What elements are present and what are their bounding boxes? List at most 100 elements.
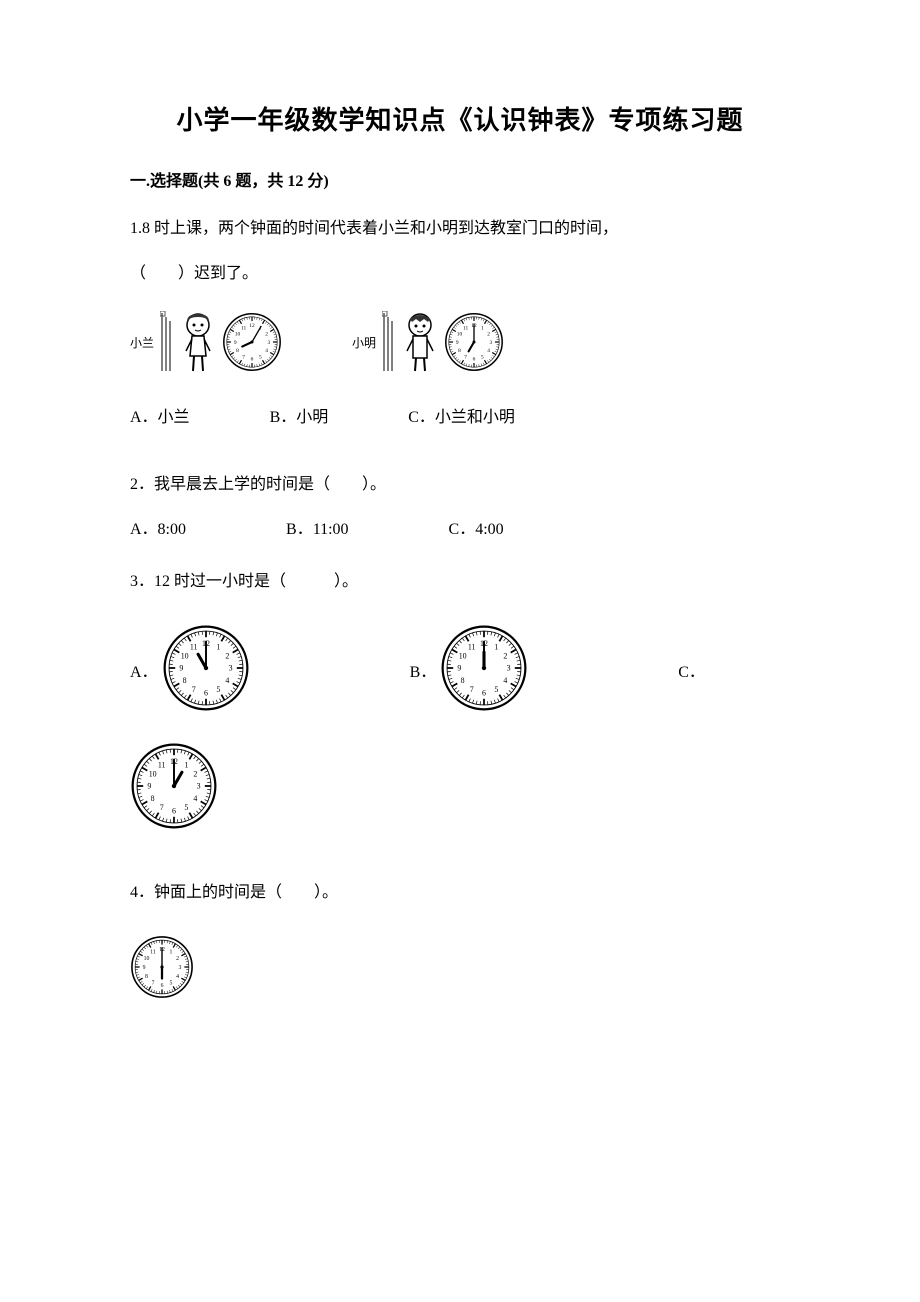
q1-group-xiaoming: 小明 bbox=[352, 311, 504, 373]
svg-text:7: 7 bbox=[470, 685, 474, 694]
clock-icon: 123456789101112 bbox=[222, 312, 282, 372]
svg-text:9: 9 bbox=[143, 965, 146, 971]
svg-text:11: 11 bbox=[158, 760, 166, 769]
svg-text:1: 1 bbox=[216, 642, 220, 651]
svg-text:6: 6 bbox=[204, 688, 208, 697]
svg-text:4: 4 bbox=[487, 349, 490, 355]
svg-text:8: 8 bbox=[461, 676, 465, 685]
svg-text:9: 9 bbox=[458, 663, 462, 672]
svg-text:9: 9 bbox=[147, 781, 151, 790]
q3-letter-c: C． bbox=[678, 658, 705, 712]
q3-option-b: B． 123456789101112 bbox=[410, 624, 529, 712]
q1-group-xiaolan: 小兰 bbox=[130, 311, 282, 373]
q3-options: A． 123456789101112 B． 123456789101112 C．… bbox=[130, 624, 790, 835]
clock-icon: 123456789101112 bbox=[130, 935, 194, 999]
q4-text: 4．钟面上的时间是（ ）。 bbox=[130, 875, 790, 910]
svg-text:11: 11 bbox=[241, 326, 246, 332]
question-4: 4．钟面上的时间是（ ）。 123456789101112 bbox=[130, 875, 790, 1004]
q3-option-c: C． bbox=[678, 658, 705, 712]
q1-text-line1: 1.8 时上课，两个钟面的时间代表着小兰和小明到达教室门口的时间， bbox=[130, 211, 790, 246]
page-title: 小学一年级数学知识点《认识钟表》专项练习题 bbox=[130, 100, 790, 137]
clock-icon: 123456789101112 bbox=[162, 624, 250, 712]
svg-text:9: 9 bbox=[456, 340, 459, 346]
q1-option-a: A．小兰 bbox=[130, 403, 190, 427]
q1-text-line2: （ ）迟到了。 bbox=[130, 256, 790, 291]
door-icon bbox=[382, 311, 396, 373]
q3-option-a: A． 123456789101112 bbox=[130, 624, 250, 712]
svg-text:7: 7 bbox=[464, 355, 467, 361]
svg-text:2: 2 bbox=[225, 651, 229, 660]
q3-letter-a: A． bbox=[130, 658, 158, 712]
q2-text: 2．我早晨去上学的时间是（ ）。 bbox=[130, 467, 790, 502]
svg-text:3: 3 bbox=[489, 340, 492, 346]
q2-option-b: B．11:00 bbox=[286, 515, 349, 539]
q2-option-a: A．8:00 bbox=[130, 515, 186, 539]
section-header: 一.选择题(共 6 题，共 12 分) bbox=[130, 167, 790, 191]
svg-text:6: 6 bbox=[172, 806, 176, 815]
svg-text:10: 10 bbox=[149, 769, 157, 778]
girl-icon bbox=[180, 311, 216, 373]
svg-text:2: 2 bbox=[193, 769, 197, 778]
q1-label-xiaoming: 小明 bbox=[352, 334, 376, 351]
svg-text:9: 9 bbox=[179, 663, 183, 672]
q3-text: 3．12 时过一小时是（ ）。 bbox=[130, 564, 790, 599]
svg-text:1: 1 bbox=[495, 642, 499, 651]
q1-option-b: B．小明 bbox=[270, 403, 329, 427]
svg-text:11: 11 bbox=[189, 642, 197, 651]
q4-clock: 123456789101112 bbox=[130, 935, 790, 1004]
svg-text:4: 4 bbox=[504, 676, 508, 685]
svg-text:3: 3 bbox=[228, 663, 232, 672]
svg-text:10: 10 bbox=[180, 651, 188, 660]
svg-text:4: 4 bbox=[193, 794, 197, 803]
question-2: 2．我早晨去上学的时间是（ ）。 A．8:00 B．11:00 C．4:00 bbox=[130, 467, 790, 538]
q3-letter-b: B． bbox=[410, 658, 437, 712]
svg-text:2: 2 bbox=[265, 332, 268, 338]
svg-text:6: 6 bbox=[251, 357, 254, 363]
svg-text:2: 2 bbox=[487, 332, 490, 338]
question-1: 1.8 时上课，两个钟面的时间代表着小兰和小明到达教室门口的时间， （ ）迟到了… bbox=[130, 211, 790, 427]
door-icon bbox=[160, 311, 174, 373]
svg-text:4: 4 bbox=[176, 974, 179, 980]
svg-text:9: 9 bbox=[234, 340, 237, 346]
clock-icon: 123456789101112 bbox=[440, 624, 528, 712]
svg-text:5: 5 bbox=[481, 355, 484, 361]
question-3: 3．12 时过一小时是（ ）。 A． 123456789101112 B． 12… bbox=[130, 564, 790, 835]
svg-text:10: 10 bbox=[457, 332, 463, 338]
svg-text:8: 8 bbox=[458, 349, 461, 355]
svg-text:2: 2 bbox=[504, 651, 508, 660]
boy-icon bbox=[402, 311, 438, 373]
q1-options: A．小兰 B．小明 C．小兰和小明 bbox=[130, 403, 790, 427]
svg-text:7: 7 bbox=[191, 685, 195, 694]
q2-options: A．8:00 B．11:00 C．4:00 bbox=[130, 515, 790, 539]
svg-text:10: 10 bbox=[144, 956, 150, 962]
svg-text:5: 5 bbox=[495, 685, 499, 694]
svg-text:6: 6 bbox=[161, 983, 164, 989]
svg-text:12: 12 bbox=[249, 323, 255, 329]
svg-text:4: 4 bbox=[265, 349, 268, 355]
q1-images-row: 小兰 bbox=[130, 311, 790, 373]
svg-text:1: 1 bbox=[170, 949, 173, 955]
svg-text:5: 5 bbox=[184, 803, 188, 812]
svg-text:11: 11 bbox=[463, 326, 468, 332]
svg-text:10: 10 bbox=[235, 332, 241, 338]
clock-icon: 123456789101112 bbox=[444, 312, 504, 372]
svg-text:11: 11 bbox=[468, 642, 476, 651]
svg-text:2: 2 bbox=[176, 956, 179, 962]
svg-text:11: 11 bbox=[150, 949, 156, 955]
svg-text:5: 5 bbox=[216, 685, 220, 694]
q1-label-xiaolan: 小兰 bbox=[130, 334, 154, 351]
q2-option-c: C．4:00 bbox=[449, 515, 504, 539]
svg-text:1: 1 bbox=[481, 326, 484, 332]
svg-text:3: 3 bbox=[507, 663, 511, 672]
svg-text:5: 5 bbox=[259, 355, 262, 361]
svg-text:8: 8 bbox=[151, 794, 155, 803]
svg-text:7: 7 bbox=[242, 355, 245, 361]
svg-text:3: 3 bbox=[197, 781, 201, 790]
svg-text:7: 7 bbox=[152, 980, 155, 986]
svg-text:6: 6 bbox=[482, 688, 486, 697]
svg-text:3: 3 bbox=[267, 340, 270, 346]
q1-option-c: C．小兰和小明 bbox=[408, 403, 515, 427]
svg-text:1: 1 bbox=[184, 760, 188, 769]
clock-icon: 123456789101112 bbox=[130, 742, 218, 830]
svg-text:5: 5 bbox=[170, 980, 173, 986]
